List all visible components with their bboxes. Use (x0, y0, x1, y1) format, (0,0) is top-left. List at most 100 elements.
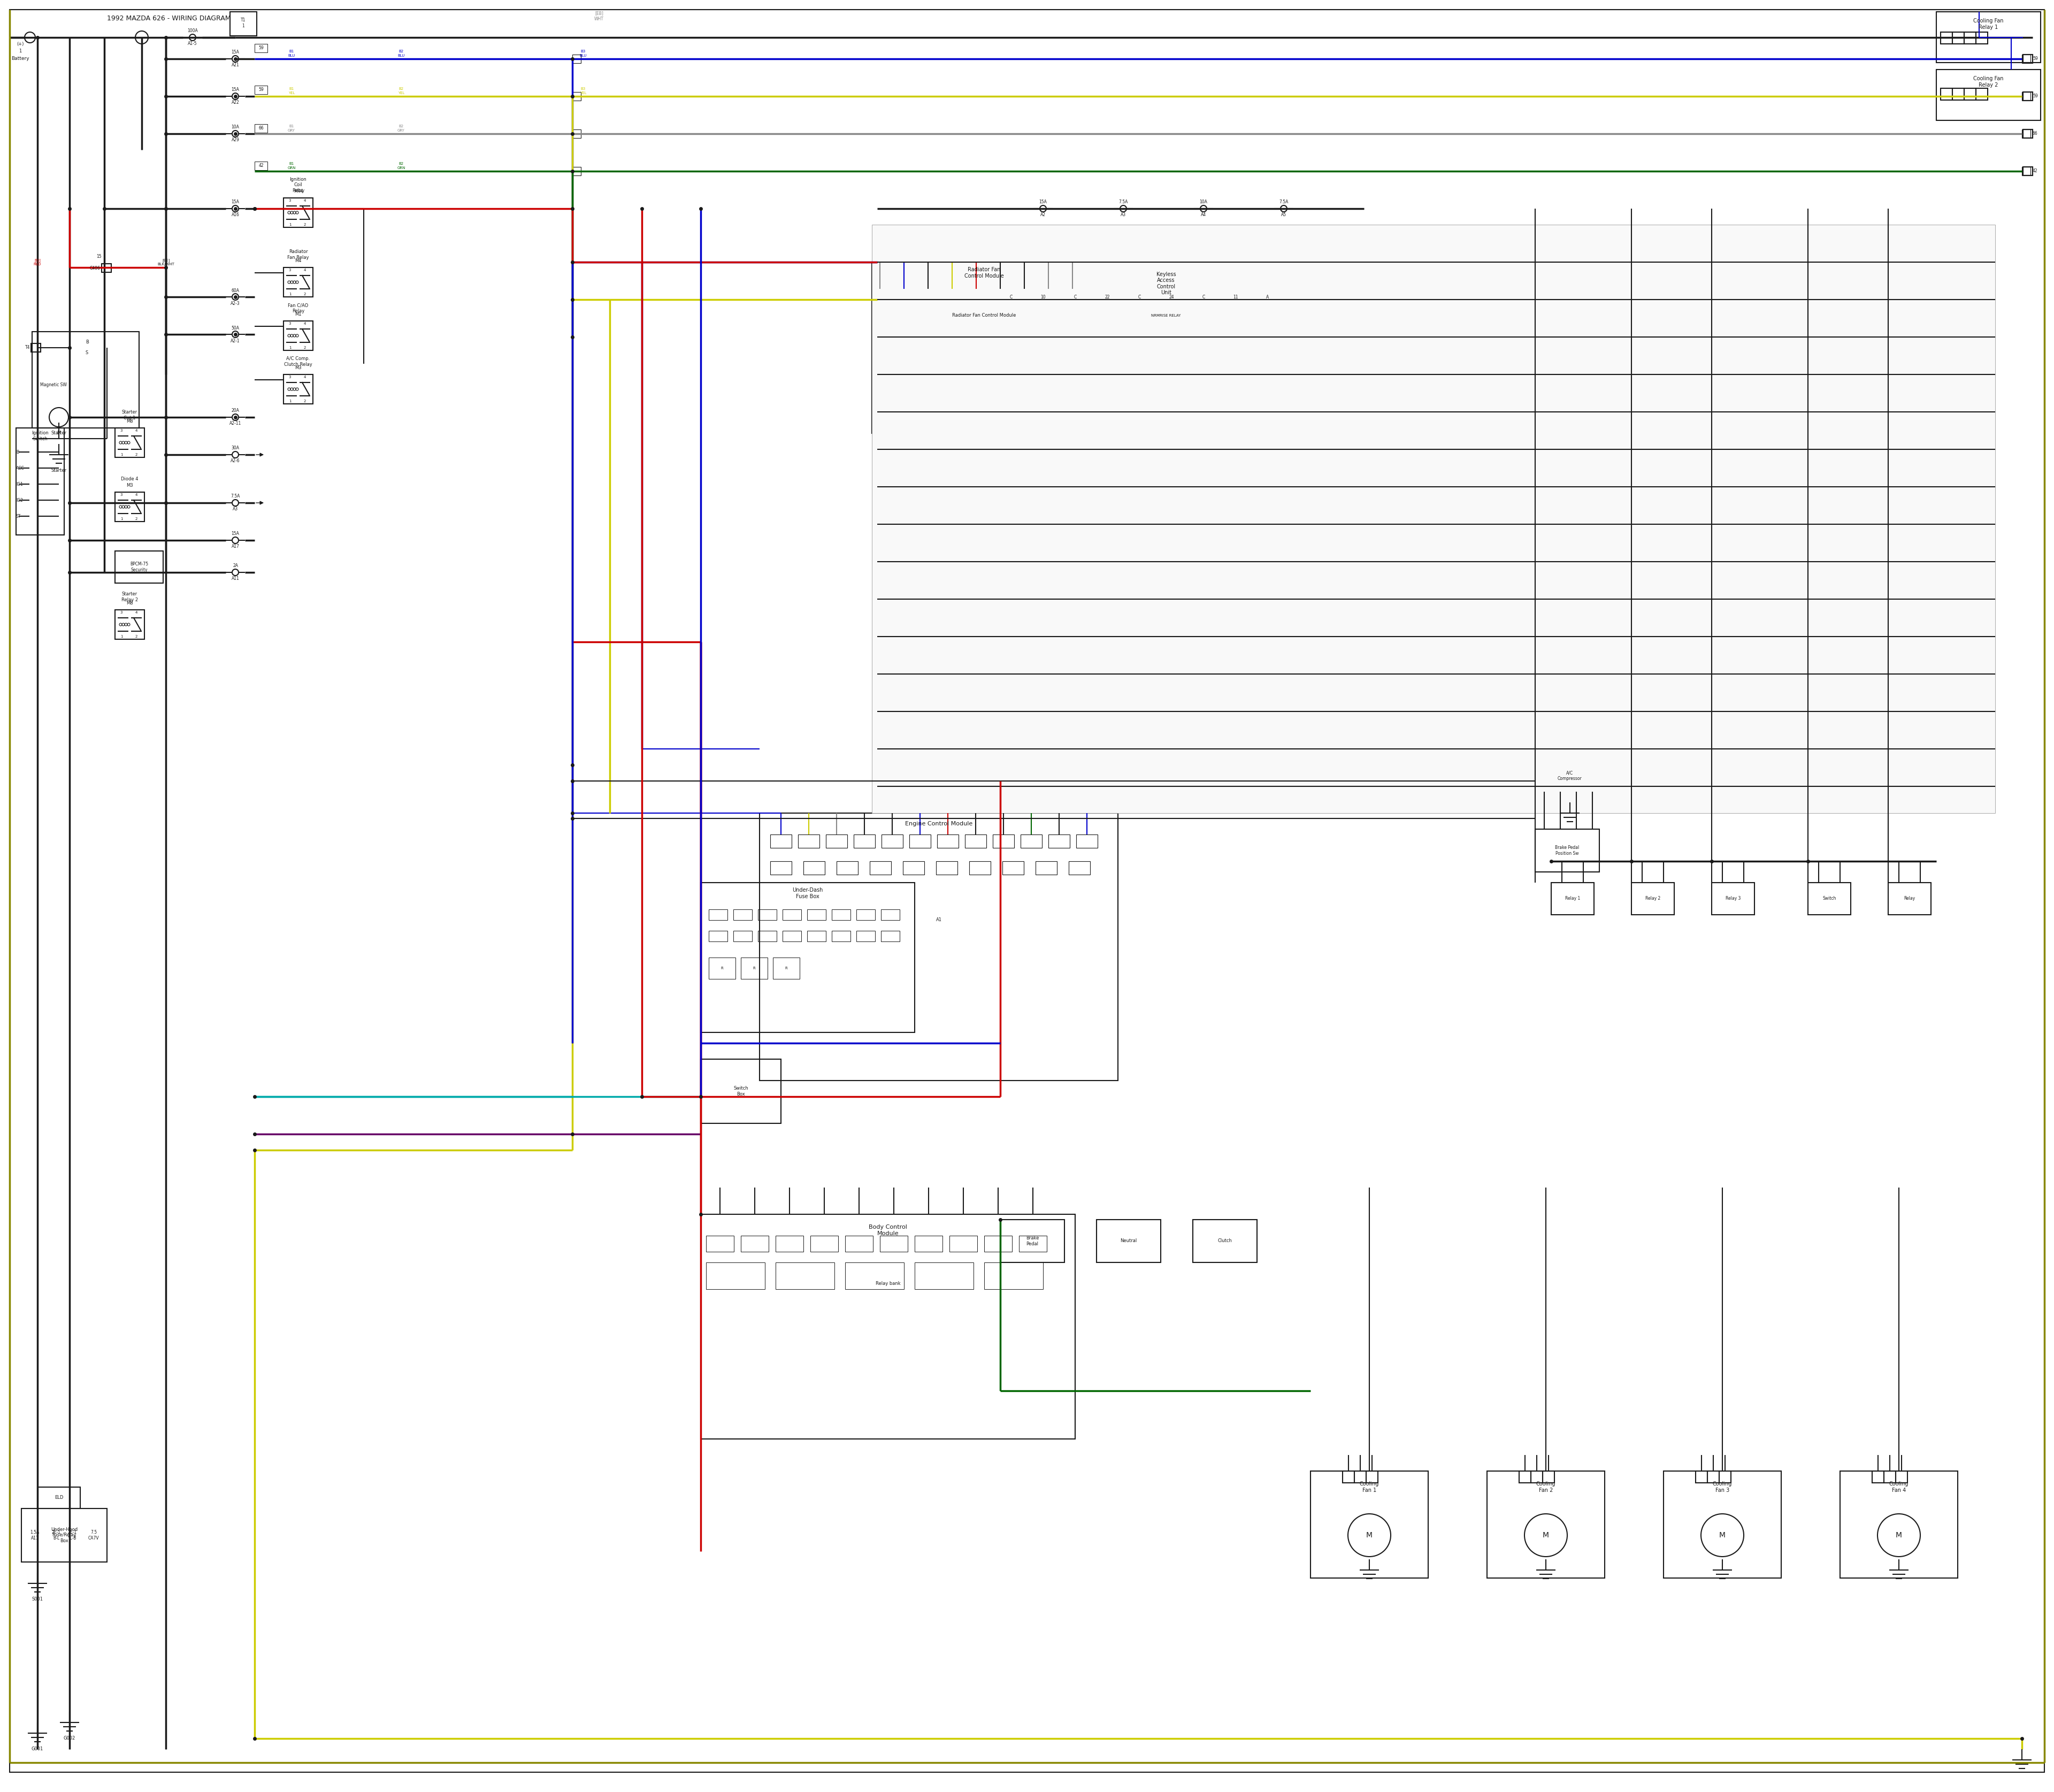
Text: M1: M1 (296, 312, 302, 317)
Bar (937, 835, 959, 848)
Bar (1530, 1471, 1543, 1482)
Bar (1534, 830, 1600, 873)
Bar (1202, 299, 1222, 310)
Text: A2-1: A2-1 (230, 339, 240, 342)
Bar (807, 909, 826, 919)
Bar (1976, 32, 1988, 43)
Bar (877, 294, 889, 306)
Text: A29: A29 (232, 138, 240, 143)
Bar (1543, 1471, 1555, 1482)
Bar (115, 550, 162, 582)
Bar (1964, 32, 1976, 43)
Text: Cooling Fan
Relay 1: Cooling Fan Relay 1 (1974, 18, 2003, 30)
Text: 66: 66 (259, 125, 263, 131)
Bar (770, 862, 791, 874)
Circle shape (232, 56, 238, 63)
Text: 7.5A: 7.5A (1280, 199, 1288, 204)
Circle shape (232, 131, 238, 136)
Bar (776, 1236, 803, 1253)
Text: C: C (1074, 294, 1076, 299)
Bar (115, 428, 144, 457)
Text: 1: 1 (290, 222, 292, 226)
Text: Radiator
Fan Relay: Radiator Fan Relay (288, 249, 308, 260)
Bar (1019, 1236, 1048, 1253)
Text: Ignition
Switch: Ignition Switch (31, 430, 49, 441)
Bar (115, 609, 144, 640)
Text: B1
BLU: B1 BLU (288, 50, 296, 57)
Bar (741, 1236, 768, 1253)
Text: 1: 1 (121, 518, 123, 520)
Bar (832, 930, 850, 941)
Text: C: C (1202, 294, 1206, 299)
Bar (807, 930, 826, 941)
Bar (573, 129, 581, 138)
Bar (1009, 441, 1035, 473)
Bar (1068, 862, 1091, 874)
Text: M8: M8 (127, 600, 134, 606)
Bar (1035, 862, 1058, 874)
Bar (1232, 299, 1255, 310)
Bar (937, 294, 947, 306)
Circle shape (232, 500, 238, 505)
Text: R: R (721, 966, 723, 969)
Bar (1273, 401, 1300, 434)
Text: M: M (1543, 1532, 1549, 1539)
Circle shape (232, 206, 238, 211)
Circle shape (232, 414, 238, 421)
Bar (912, 310, 924, 323)
Bar (758, 930, 776, 941)
Text: Radiator Fan
Control Module: Radiator Fan Control Module (965, 267, 1004, 278)
Text: Cooling
Fan 3: Cooling Fan 3 (1713, 1482, 1732, 1493)
Bar (1241, 360, 1267, 392)
Text: B3
YEL: B3 YEL (579, 88, 585, 95)
Bar (255, 86, 267, 95)
Text: 1.5A
A11: 1.5A A11 (31, 1530, 39, 1541)
Bar (1366, 1471, 1378, 1482)
Bar (1937, 13, 2040, 63)
Circle shape (232, 294, 238, 299)
Text: A2: A2 (1041, 213, 1045, 217)
Bar (1009, 299, 1029, 310)
Text: 1992 MAZDA 626 - WIRING DIAGRAM: 1992 MAZDA 626 - WIRING DIAGRAM (107, 16, 230, 22)
Bar (1343, 1471, 1354, 1482)
Bar (1896, 1471, 1908, 1482)
Bar (910, 835, 930, 848)
Bar (1175, 401, 1202, 434)
Bar (1136, 299, 1158, 310)
Circle shape (232, 452, 238, 459)
Text: 7.5
CA7V: 7.5 CA7V (88, 1530, 99, 1541)
Text: A1: A1 (937, 918, 941, 923)
Text: A5: A5 (1282, 213, 1286, 217)
Text: 4: 4 (304, 199, 306, 202)
Circle shape (232, 570, 238, 575)
Bar (1241, 401, 1267, 434)
Text: 4: 4 (136, 493, 138, 496)
Text: 59: 59 (2033, 93, 2038, 99)
Text: A4: A4 (1202, 213, 1206, 217)
Text: Body Control
Module: Body Control Module (869, 1224, 908, 1236)
Text: 3: 3 (290, 376, 292, 378)
Text: 24: 24 (1169, 294, 1175, 299)
Bar (1976, 88, 1988, 100)
Bar (1487, 1471, 1604, 1579)
Text: 3: 3 (290, 199, 292, 202)
Text: A11: A11 (232, 577, 240, 581)
Text: 4: 4 (304, 323, 306, 324)
Text: 10A: 10A (232, 125, 240, 129)
Bar (707, 1236, 733, 1253)
Bar (1631, 883, 1674, 914)
Text: B: B (16, 450, 18, 455)
Circle shape (232, 538, 238, 543)
Text: Relay: Relay (1904, 896, 1914, 901)
Bar (811, 1236, 838, 1253)
Text: 3: 3 (290, 323, 292, 324)
Circle shape (53, 412, 64, 423)
Text: 42: 42 (2033, 168, 2038, 174)
Text: 42: 42 (259, 163, 263, 168)
Bar (1664, 1471, 1781, 1579)
Circle shape (1119, 206, 1126, 211)
Text: A22: A22 (232, 100, 240, 106)
Text: (+): (+) (16, 41, 25, 47)
Text: Switch: Switch (1822, 896, 1836, 901)
Bar (741, 957, 768, 978)
